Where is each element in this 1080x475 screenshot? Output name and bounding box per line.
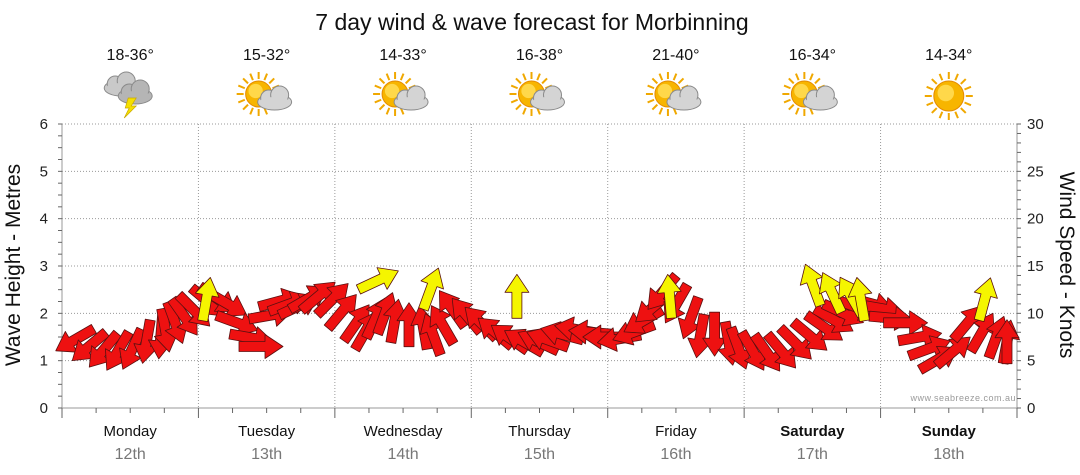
right-tick-label: 0 <box>1027 400 1035 417</box>
left-tick-label: 1 <box>40 353 48 370</box>
left-tick-label: 2 <box>40 305 48 322</box>
day-column-thursday: 16-38° Thursday 15th <box>508 47 571 463</box>
wind-arrow <box>323 294 357 332</box>
gust-arrow <box>847 277 873 323</box>
day-date-label: 12th <box>115 446 146 463</box>
day-date-label: 16th <box>660 446 691 463</box>
wind-arrow <box>725 325 752 370</box>
chart-title: 7 day wind & wave forecast for Morbinnin… <box>315 9 748 35</box>
temperature-range: 16-38° <box>516 47 563 64</box>
sunny-icon <box>924 72 973 120</box>
storm-cloud-icon <box>103 71 153 119</box>
day-name-label: Wednesday <box>364 423 443 440</box>
day-date-label: 13th <box>251 446 282 463</box>
gust-arrow <box>504 273 530 319</box>
left-tick-label: 0 <box>40 400 48 417</box>
day-name-label: Friday <box>655 423 697 440</box>
temperature-range: 16-34° <box>789 47 836 64</box>
left-tick-label: 4 <box>40 211 48 228</box>
wind-arrow <box>383 298 408 344</box>
day-column-friday: 21-40° Friday 16th <box>645 47 702 463</box>
partly-cloudy-icon <box>236 72 293 116</box>
right-tick-label: 15 <box>1027 258 1044 275</box>
wind-arrow <box>238 334 284 359</box>
wind-arrow <box>313 283 349 319</box>
left-tick-label: 5 <box>40 163 48 180</box>
wind-arrow <box>803 310 843 341</box>
day-column-saturday: 16-34° Saturday 17th <box>780 47 845 463</box>
gust-arrow <box>355 267 399 295</box>
day-column-monday: 18-36° Monday 12th <box>104 47 158 463</box>
gust-arrow <box>656 273 682 320</box>
day-column-wednesday: 14-33° Wednesday 14th <box>364 47 443 463</box>
day-date-label: 18th <box>933 446 964 463</box>
day-name-label: Sunday <box>922 423 977 440</box>
temperature-range: 14-33° <box>379 47 426 64</box>
wind-arrow <box>763 330 797 369</box>
right-tick-label: 25 <box>1027 163 1044 180</box>
right-axis-title: Wind Speed - Knots <box>1055 172 1078 359</box>
wind-arrow <box>396 302 422 348</box>
day-column-tuesday: 15-32° Tuesday 13th <box>236 47 296 463</box>
credit-text: www.seabreeze.com.au <box>909 393 1016 403</box>
partly-cloudy-icon <box>373 72 429 116</box>
day-date-label: 15th <box>524 446 555 463</box>
left-tick-label: 6 <box>40 116 48 133</box>
partly-cloudy-icon <box>782 72 838 116</box>
partly-cloudy-icon <box>645 72 702 116</box>
left-axis-title: Wave Height - Metres <box>2 164 25 366</box>
wind-arrow <box>749 331 781 372</box>
wind-arrow <box>789 317 828 351</box>
day-name-label: Thursday <box>508 423 571 440</box>
wind-arrow <box>883 310 928 336</box>
gust-arrow <box>194 277 220 323</box>
wind-arrow <box>119 326 147 370</box>
right-tick-label: 30 <box>1027 116 1044 133</box>
wind-arrow <box>55 324 97 353</box>
right-tick-label: 10 <box>1027 305 1044 322</box>
day-column-sunday: 14-34° Sunday 18th <box>922 47 977 463</box>
wind-arrow <box>702 311 727 357</box>
sun-rays <box>924 72 973 120</box>
day-name-label: Saturday <box>780 423 845 440</box>
sun-rays <box>373 72 418 116</box>
day-name-label: Monday <box>104 423 158 440</box>
gust-arrow <box>799 263 826 308</box>
gust-arrow <box>973 277 998 323</box>
gust-arrow <box>418 267 444 312</box>
temperature-range: 18-36° <box>107 47 154 64</box>
partly-cloudy-icon <box>509 72 565 116</box>
temperature-range: 14-34° <box>925 47 972 64</box>
right-tick-label: 20 <box>1027 211 1044 228</box>
wind-arrow <box>71 328 110 362</box>
temperature-range: 15-32° <box>243 47 290 64</box>
wind-arrow <box>776 324 812 360</box>
wind-arrow <box>167 295 198 336</box>
wind-arrow <box>526 326 571 353</box>
wind-arrow <box>994 319 1020 365</box>
temperature-range: 21-40° <box>652 47 699 64</box>
left-tick-label: 3 <box>40 258 48 275</box>
day-date-label: 14th <box>388 446 419 463</box>
right-tick-label: 5 <box>1027 353 1035 370</box>
day-name-label: Tuesday <box>238 423 295 440</box>
gust-arrow <box>819 272 847 315</box>
day-date-label: 17th <box>797 446 828 463</box>
